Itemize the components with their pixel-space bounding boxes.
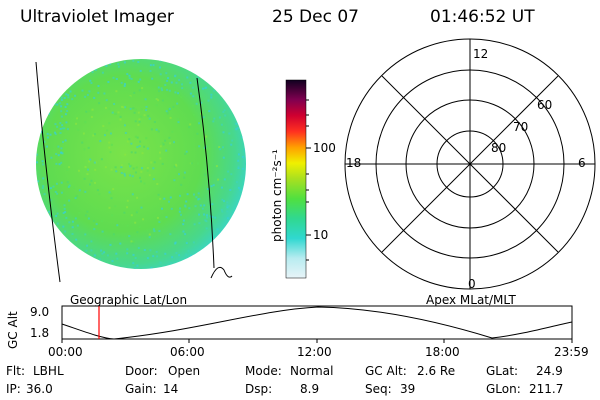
- info-glon-value: 211.7: [529, 382, 564, 396]
- timeline-ytick-1_8: 1.8: [30, 326, 50, 340]
- info-seq-label: Seq:: [365, 382, 392, 396]
- geographic-caption: Geographic Lat/Lon: [70, 293, 188, 307]
- info-glat-label: GLat:: [486, 364, 519, 378]
- mlt-label-6: 6: [578, 156, 586, 170]
- polar-plot: [344, 38, 596, 290]
- coastline: [210, 266, 233, 279]
- meridian-right: [196, 77, 215, 269]
- altitude-timeline: [61, 305, 573, 343]
- timeline-ytick-9: 9.0: [30, 305, 50, 319]
- info-gain-label: Gain:: [125, 382, 157, 396]
- date-label: 25 Dec 07: [272, 7, 359, 27]
- time-label: 01:46:52 UT: [430, 7, 535, 27]
- timeline-xtick-0000: 00:00: [48, 345, 83, 359]
- mlat-label-60: 60: [537, 98, 553, 112]
- info-mode-value: Normal: [290, 364, 334, 378]
- color-bar-unit-label: photon cm⁻²s⁻¹: [270, 149, 284, 242]
- color-bar-tick-100: 100: [313, 141, 336, 155]
- uv-image-disk: [36, 59, 246, 269]
- mlat-label-80: 80: [491, 141, 507, 155]
- info-door-value: Open: [168, 364, 201, 378]
- info-mode-label: Mode:: [245, 364, 282, 378]
- timeline-axis-label: GC Alt: [6, 311, 20, 349]
- info-flt-label: Flt:: [6, 364, 25, 378]
- color-bar-tick-10: 10: [313, 228, 329, 242]
- timeline-xtick-2359: 23:59: [554, 345, 589, 359]
- app-title: Ultraviolet Imager: [20, 7, 174, 27]
- apex-caption: Apex MLat/MLT: [426, 293, 516, 307]
- color-bar: [285, 79, 307, 279]
- mlt-label-12: 12: [473, 47, 489, 61]
- info-seq-value: 39: [400, 382, 416, 396]
- timeline-xtick-1200: 12:00: [297, 345, 332, 359]
- info-gcalt-label: GC Alt:: [365, 364, 407, 378]
- info-dsp-value: 8.9: [300, 382, 320, 396]
- color-bar-ticks: [306, 99, 311, 261]
- info-flt-value: LBHL: [33, 364, 64, 378]
- mlt-label-0: 0: [468, 277, 476, 291]
- mlat-label-70: 70: [513, 120, 529, 134]
- info-dsp-label: Dsp:: [245, 382, 273, 396]
- timeline-xtick-0600: 06:00: [170, 345, 205, 359]
- mlt-label-18: 18: [346, 156, 362, 170]
- info-gcalt-value: 2.6 Re: [417, 364, 456, 378]
- info-glon-label: GLon:: [486, 382, 521, 396]
- info-ip-value: 36.0: [26, 382, 53, 396]
- timeline-xtick-1800: 18:00: [425, 345, 460, 359]
- info-glat-value: 24.9: [536, 364, 563, 378]
- info-door-label: Door:: [125, 364, 158, 378]
- info-gain-value: 14: [163, 382, 179, 396]
- info-ip-label: IP:: [6, 382, 21, 396]
- meridian-left: [35, 61, 61, 283]
